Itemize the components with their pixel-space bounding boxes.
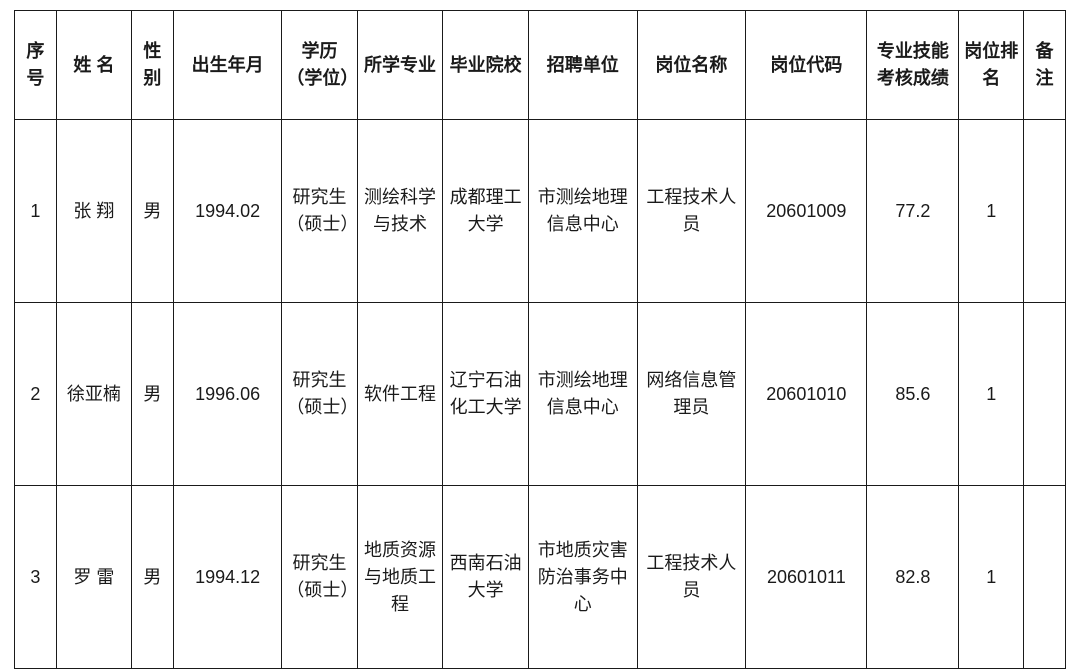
- col-post: 岗位名称: [637, 11, 746, 120]
- cell-post: 工程技术人员: [637, 486, 746, 669]
- cell-degree: 研究生（硕士）: [282, 486, 357, 669]
- cell-score: 77.2: [867, 120, 959, 303]
- col-birth: 出生年月: [173, 11, 282, 120]
- table-row: 3 罗 雷 男 1994.12 研究生（硕士） 地质资源与地质工程 西南石油大学…: [15, 486, 1066, 669]
- cell-remark: [1024, 486, 1066, 669]
- page-container: 序号 姓 名 性别 出生年月 学历（学位） 所学专业 毕业院校 招聘单位 岗位名…: [0, 0, 1080, 669]
- table-header-row: 序号 姓 名 性别 出生年月 学历（学位） 所学专业 毕业院校 招聘单位 岗位名…: [15, 11, 1066, 120]
- cell-employer: 市地质灾害防治事务中心: [528, 486, 637, 669]
- cell-score: 82.8: [867, 486, 959, 669]
- cell-school: 辽宁石油化工大学: [443, 303, 529, 486]
- col-degree: 学历（学位）: [282, 11, 357, 120]
- cell-school: 西南石油大学: [443, 486, 529, 669]
- col-school: 毕业院校: [443, 11, 529, 120]
- cell-birth: 1996.06: [173, 303, 282, 486]
- cell-major: 地质资源与地质工程: [357, 486, 443, 669]
- cell-employer: 市测绘地理信息中心: [528, 120, 637, 303]
- cell-major: 测绘科学与技术: [357, 120, 443, 303]
- cell-employer: 市测绘地理信息中心: [528, 303, 637, 486]
- table-body: 1 张 翔 男 1994.02 研究生（硕士） 测绘科学与技术 成都理工大学 市…: [15, 120, 1066, 669]
- cell-postcode: 20601011: [746, 486, 867, 669]
- recruitment-table: 序号 姓 名 性别 出生年月 学历（学位） 所学专业 毕业院校 招聘单位 岗位名…: [14, 10, 1066, 669]
- cell-rank: 1: [959, 303, 1024, 486]
- cell-postcode: 20601010: [746, 303, 867, 486]
- col-score: 专业技能考核成绩: [867, 11, 959, 120]
- cell-birth: 1994.02: [173, 120, 282, 303]
- col-postcode: 岗位代码: [746, 11, 867, 120]
- cell-name: 徐亚楠: [56, 303, 131, 486]
- cell-major: 软件工程: [357, 303, 443, 486]
- col-major: 所学专业: [357, 11, 443, 120]
- table-head: 序号 姓 名 性别 出生年月 学历（学位） 所学专业 毕业院校 招聘单位 岗位名…: [15, 11, 1066, 120]
- cell-name: 罗 雷: [56, 486, 131, 669]
- cell-seq: 3: [15, 486, 57, 669]
- cell-gender: 男: [132, 303, 174, 486]
- cell-gender: 男: [132, 486, 174, 669]
- cell-school: 成都理工大学: [443, 120, 529, 303]
- cell-post: 网络信息管理员: [637, 303, 746, 486]
- col-remark: 备注: [1024, 11, 1066, 120]
- cell-degree: 研究生（硕士）: [282, 303, 357, 486]
- col-name: 姓 名: [56, 11, 131, 120]
- cell-birth: 1994.12: [173, 486, 282, 669]
- col-employer: 招聘单位: [528, 11, 637, 120]
- col-rank: 岗位排名: [959, 11, 1024, 120]
- cell-seq: 2: [15, 303, 57, 486]
- cell-rank: 1: [959, 486, 1024, 669]
- cell-name: 张 翔: [56, 120, 131, 303]
- col-gender: 性别: [132, 11, 174, 120]
- cell-rank: 1: [959, 120, 1024, 303]
- cell-postcode: 20601009: [746, 120, 867, 303]
- table-row: 1 张 翔 男 1994.02 研究生（硕士） 测绘科学与技术 成都理工大学 市…: [15, 120, 1066, 303]
- cell-seq: 1: [15, 120, 57, 303]
- cell-score: 85.6: [867, 303, 959, 486]
- cell-post: 工程技术人员: [637, 120, 746, 303]
- cell-remark: [1024, 120, 1066, 303]
- cell-gender: 男: [132, 120, 174, 303]
- cell-remark: [1024, 303, 1066, 486]
- table-row: 2 徐亚楠 男 1996.06 研究生（硕士） 软件工程 辽宁石油化工大学 市测…: [15, 303, 1066, 486]
- cell-degree: 研究生（硕士）: [282, 120, 357, 303]
- col-seq: 序号: [15, 11, 57, 120]
